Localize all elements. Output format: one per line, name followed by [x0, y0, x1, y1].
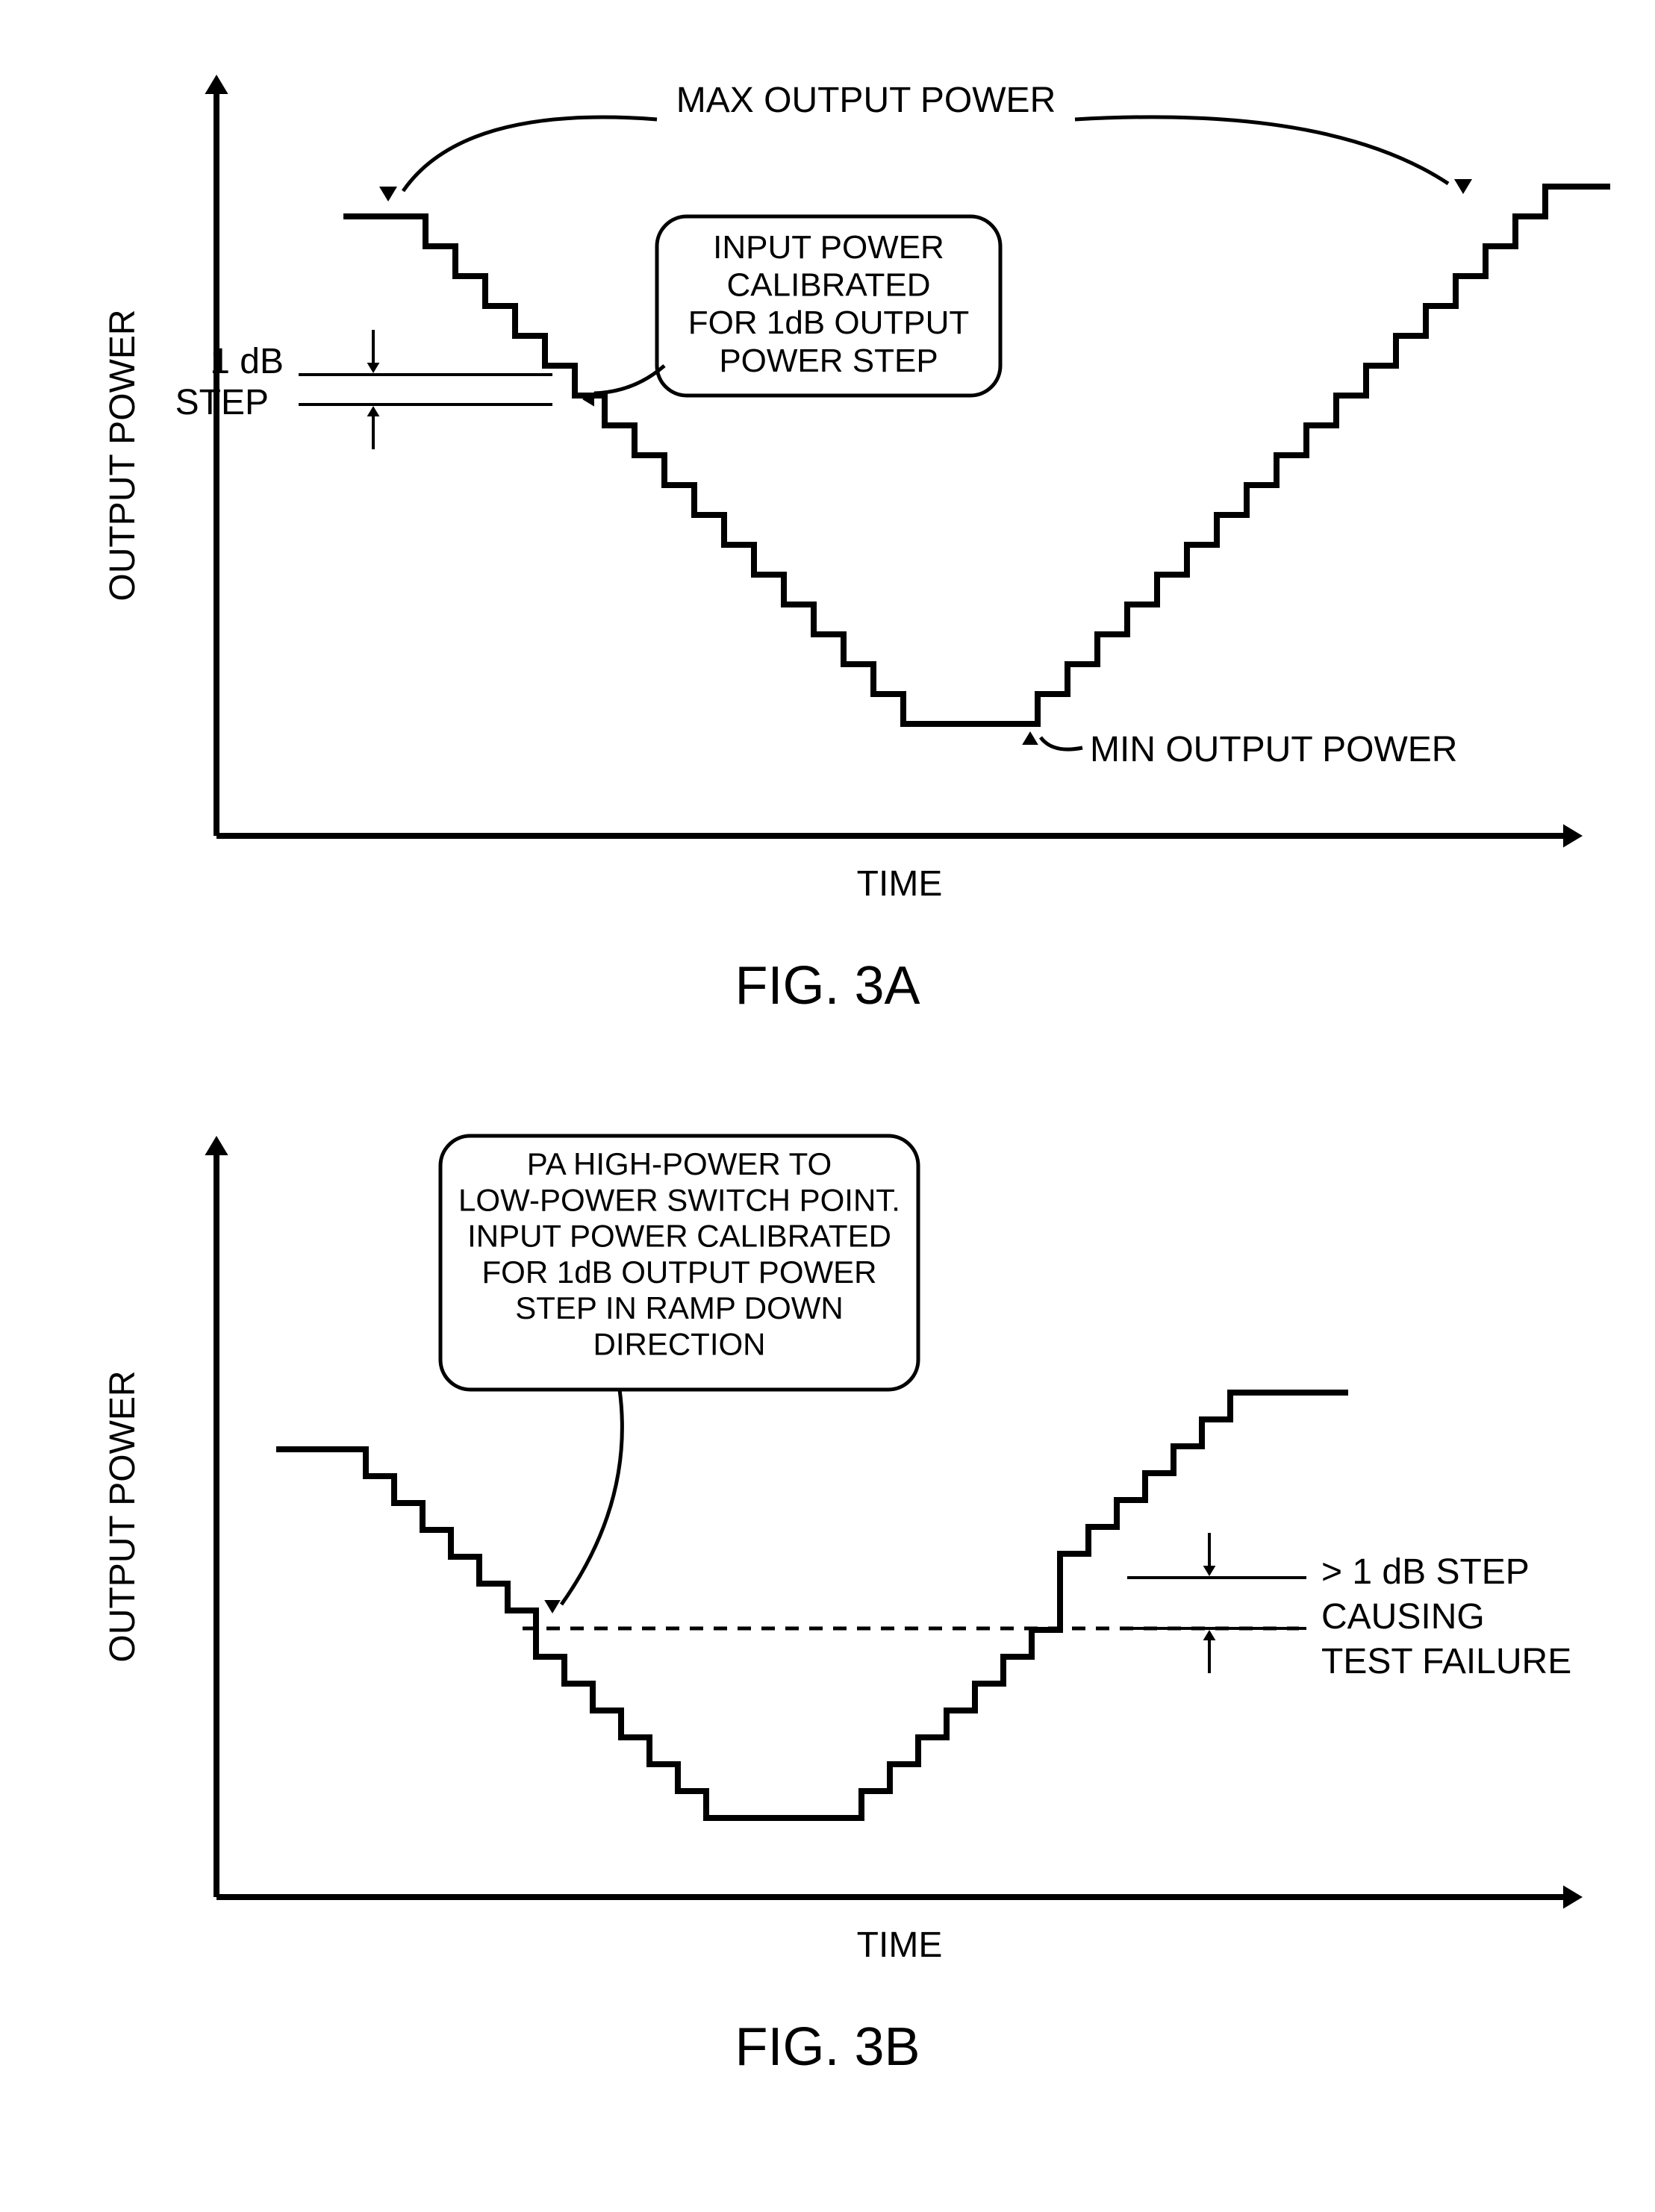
svg-text:PA HIGH-POWER TO: PA HIGH-POWER TO	[527, 1146, 832, 1181]
svg-text:FOR 1dB OUTPUT POWER: FOR 1dB OUTPUT POWER	[482, 1255, 877, 1290]
svg-text:POWER STEP: POWER STEP	[719, 343, 938, 379]
svg-text:1 dB: 1 dB	[210, 342, 284, 381]
svg-text:DIRECTION: DIRECTION	[593, 1327, 766, 1362]
figure-3a-caption: FIG. 3A	[45, 955, 1610, 1016]
svg-text:OUTPUT POWER: OUTPUT POWER	[103, 309, 143, 601]
svg-text:CALIBRATED: CALIBRATED	[726, 267, 930, 304]
svg-text:STEP IN RAMP DOWN: STEP IN RAMP DOWN	[515, 1290, 844, 1325]
svg-text:TIME: TIME	[857, 1925, 943, 1965]
svg-text:CAUSING: CAUSING	[1321, 1597, 1485, 1637]
svg-text:OUTPUT POWER: OUTPUT POWER	[103, 1370, 143, 1662]
svg-text:TIME: TIME	[857, 864, 943, 904]
figure-3b-svg: TIME OUTPUT POWER PA HIGH-POWER TOLOW-POWE…	[45, 1106, 1610, 2002]
svg-text:LOW-POWER SWITCH POINT.: LOW-POWER SWITCH POINT.	[458, 1182, 900, 1217]
svg-text:INPUT POWER CALIBRATED: INPUT POWER CALIBRATED	[467, 1219, 891, 1254]
figure-3b-caption: FIG. 3B	[45, 2016, 1610, 2078]
svg-text:FOR 1dB OUTPUT: FOR 1dB OUTPUT	[688, 304, 970, 341]
svg-text:> 1 dB STEP: > 1 dB STEP	[1321, 1552, 1530, 1592]
svg-text:STEP: STEP	[175, 383, 269, 422]
svg-text:TEST FAILURE: TEST FAILURE	[1321, 1642, 1571, 1681]
figure-3a-svg: TIME OUTPUT POWER MAX OUTPUT POWER MIN OUTP…	[45, 45, 1610, 940]
svg-text:INPUT POWER: INPUT POWER	[713, 229, 944, 266]
svg-text:MIN OUTPUT POWER: MIN OUTPUT POWER	[1090, 730, 1457, 769]
svg-text:MAX OUTPUT POWER: MAX OUTPUT POWER	[676, 81, 1056, 120]
figure-3a: TIME OUTPUT POWER MAX OUTPUT POWER MIN OUTP…	[45, 45, 1610, 1016]
figure-3b: TIME OUTPUT POWER PA HIGH-POWER TOLOW-POWE…	[45, 1106, 1610, 2078]
